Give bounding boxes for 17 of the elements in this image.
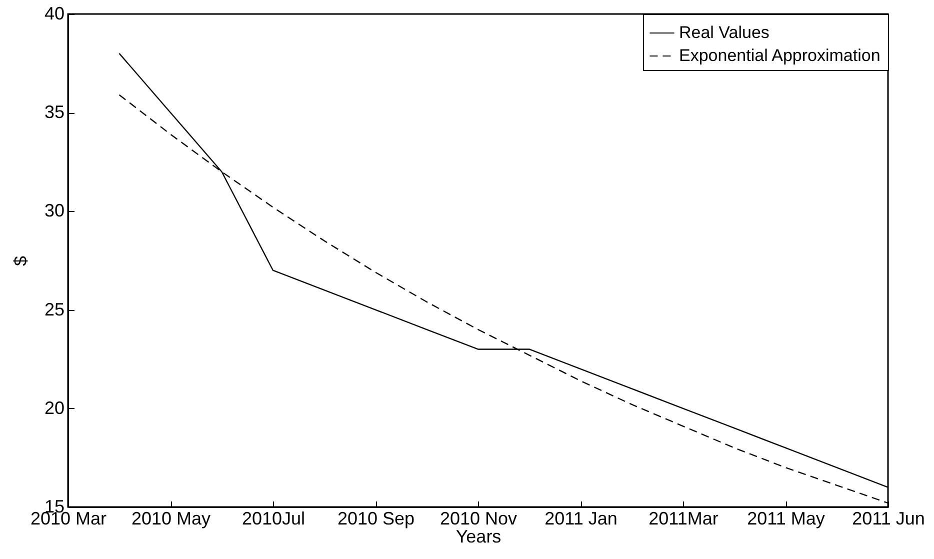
x-tick-label: 2011 May xyxy=(747,508,825,528)
y-tick-label: 30 xyxy=(44,200,64,221)
y-tick-label: 35 xyxy=(44,102,64,122)
legend-label: Exponential Approximation xyxy=(679,46,880,65)
y-tick-label: 40 xyxy=(44,4,64,24)
x-tick-label: 2011 Jan xyxy=(544,508,618,528)
y-axis-title: $ xyxy=(10,256,30,266)
x-tick-label: 2010 Sep xyxy=(337,508,415,528)
x-tick-label: 2010 May xyxy=(131,508,211,528)
x-tick-label: 2010Jul xyxy=(242,508,306,528)
x-tick-label: 2011 Jun xyxy=(852,508,925,528)
legend-label: Real Values xyxy=(679,23,770,42)
x-tick-label: 2011Mar xyxy=(648,508,718,528)
x-tick-label: 2010 Nov xyxy=(440,508,518,528)
y-tick-label: 20 xyxy=(44,398,64,418)
x-axis-title: Years xyxy=(456,526,502,546)
y-tick-label: 25 xyxy=(44,299,64,320)
